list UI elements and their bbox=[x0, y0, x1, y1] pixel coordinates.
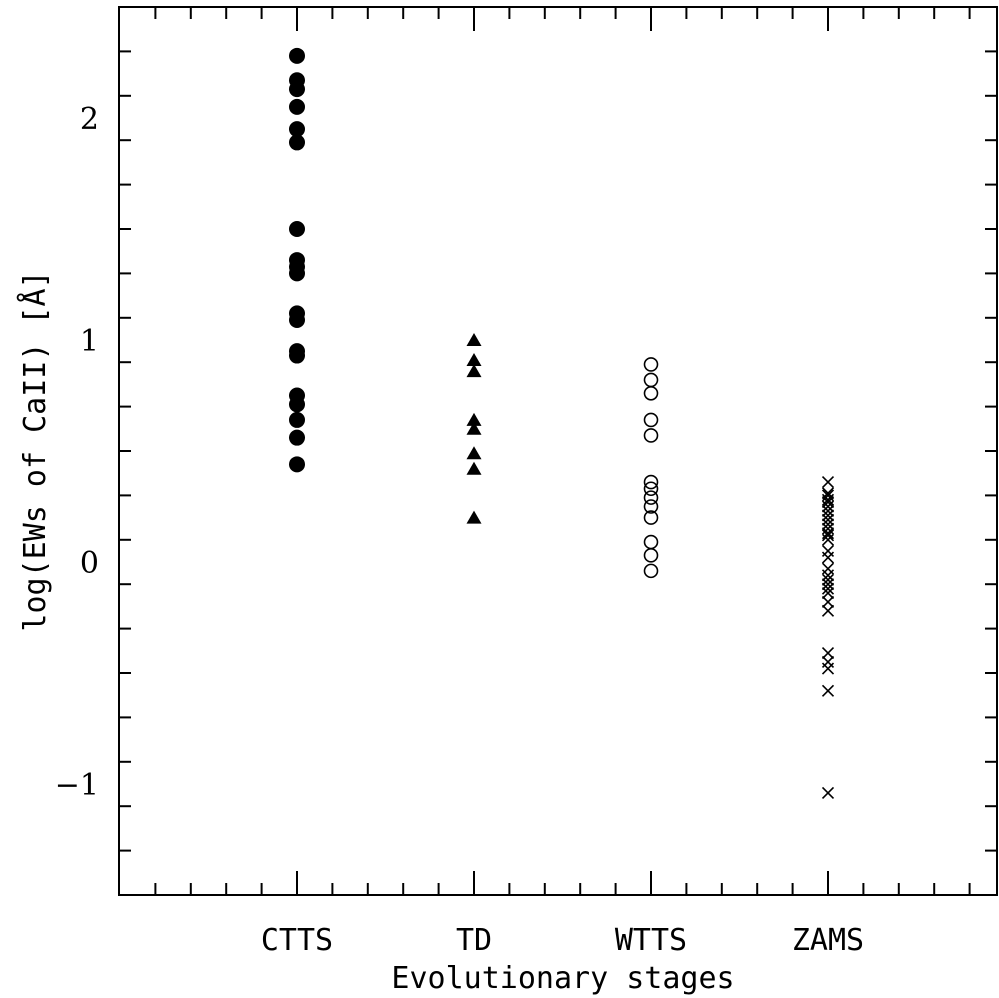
x-axis-title: Evolutionary stages bbox=[391, 961, 734, 996]
data-point-zams bbox=[821, 518, 835, 531]
data-point-ctts bbox=[289, 347, 305, 364]
x-category-label: WTTS bbox=[615, 923, 687, 958]
data-point-ctts bbox=[289, 98, 305, 115]
y-tick-label: −1 bbox=[55, 768, 99, 803]
data-points bbox=[289, 47, 835, 799]
data-point-ctts bbox=[289, 456, 305, 473]
y-axis-title: log(EWs of CaII) [Å] bbox=[17, 270, 53, 631]
data-point-wtts bbox=[643, 372, 659, 388]
data-point-ctts bbox=[289, 429, 305, 446]
data-point-td bbox=[466, 510, 482, 524]
data-point-td bbox=[466, 446, 482, 460]
data-point-zams bbox=[821, 573, 835, 586]
x-category-labels: CTTS TD WTTS ZAMS bbox=[261, 923, 864, 958]
data-point-zams bbox=[821, 684, 835, 697]
data-point-wtts bbox=[643, 534, 659, 550]
y-tick-label: 1 bbox=[80, 324, 99, 359]
x-category-label: ZAMS bbox=[792, 923, 864, 958]
data-point-zams bbox=[821, 582, 835, 595]
data-point-zams bbox=[821, 786, 835, 799]
data-point-wtts bbox=[643, 474, 659, 490]
data-point-ctts bbox=[289, 265, 305, 282]
data-point-td bbox=[466, 461, 482, 475]
data-point-ctts bbox=[289, 312, 305, 329]
data-point-zams bbox=[821, 604, 835, 617]
data-point-zams bbox=[821, 533, 835, 546]
data-point-td bbox=[466, 421, 482, 435]
y-tick-label: 0 bbox=[80, 546, 99, 581]
data-point-ctts bbox=[289, 396, 305, 413]
data-point-zams bbox=[821, 504, 835, 518]
data-point-zams bbox=[821, 662, 835, 675]
data-point-wtts bbox=[643, 385, 659, 401]
data-point-zams bbox=[821, 476, 835, 489]
data-point-wtts bbox=[643, 499, 659, 514]
data-point-td bbox=[466, 412, 482, 426]
data-point-wtts bbox=[643, 563, 659, 579]
data-point-td bbox=[466, 364, 482, 378]
data-point-ctts bbox=[289, 47, 305, 64]
data-point-zams bbox=[821, 500, 835, 513]
data-point-td bbox=[466, 352, 482, 366]
data-point-ctts bbox=[289, 134, 305, 151]
x-category-label: TD bbox=[456, 923, 492, 958]
x-category-label: CTTS bbox=[261, 923, 333, 958]
data-point-zams bbox=[821, 646, 835, 660]
data-point-zams bbox=[821, 495, 835, 509]
plot-frame bbox=[118, 6, 998, 896]
data-point-zams bbox=[821, 578, 835, 591]
data-point-wtts bbox=[643, 548, 659, 563]
data-point-ctts bbox=[289, 221, 305, 237]
data-point-ctts bbox=[289, 411, 305, 428]
data-point-zams bbox=[821, 509, 835, 522]
data-point-zams bbox=[821, 529, 835, 542]
data-point-ctts bbox=[289, 121, 305, 138]
data-point-zams bbox=[821, 513, 835, 526]
data-point-wtts bbox=[643, 357, 659, 372]
data-point-zams bbox=[821, 595, 835, 609]
data-point-wtts bbox=[643, 490, 659, 505]
axis-ticks bbox=[119, 6, 997, 896]
data-point-wtts bbox=[643, 428, 659, 443]
data-point-wtts bbox=[643, 510, 659, 525]
data-point-td bbox=[466, 333, 482, 346]
data-point-zams bbox=[821, 569, 835, 582]
y-tick-labels: −1 0 1 2 bbox=[55, 102, 99, 803]
data-point-zams bbox=[821, 551, 835, 564]
data-point-wtts bbox=[643, 481, 659, 497]
y-tick-label: 2 bbox=[80, 102, 99, 137]
data-point-ctts bbox=[289, 81, 305, 98]
data-point-wtts bbox=[643, 412, 659, 428]
data-point-zams bbox=[821, 587, 835, 600]
